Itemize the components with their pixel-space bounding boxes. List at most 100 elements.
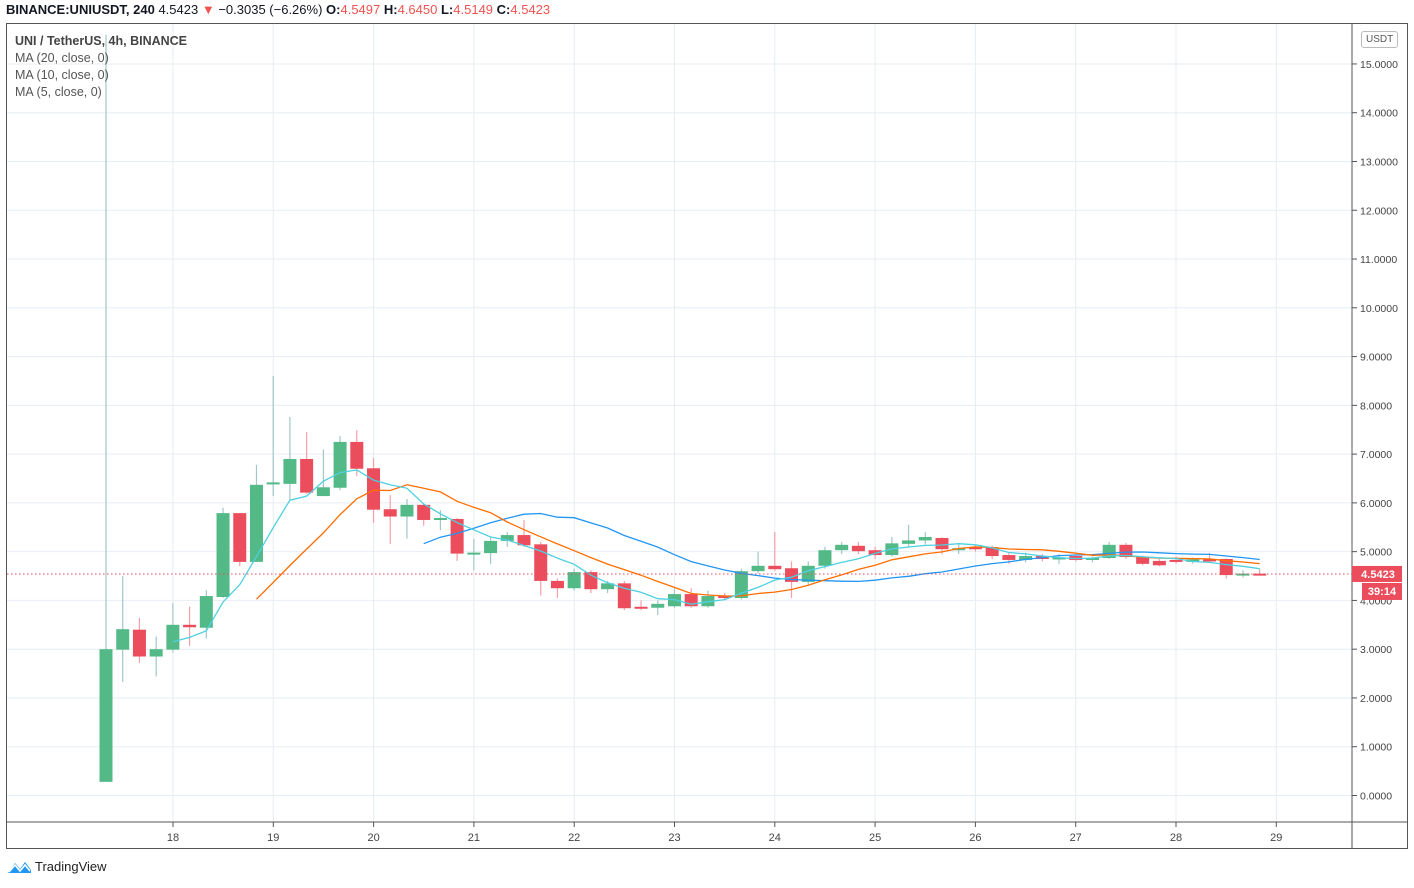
candle-down bbox=[1219, 558, 1233, 576]
candle-down bbox=[233, 513, 247, 562]
candle-down bbox=[1253, 573, 1267, 576]
x-tick-label: 27 bbox=[1070, 832, 1082, 844]
candle-up bbox=[433, 517, 447, 520]
candle-down bbox=[183, 624, 197, 628]
candle-up bbox=[1019, 556, 1033, 560]
candle-up bbox=[651, 603, 665, 608]
legend-ma20[interactable]: MA (20, close, 0) bbox=[15, 51, 109, 65]
candle-down bbox=[1136, 557, 1150, 564]
price-change: −0.3035 (−6.26%) bbox=[218, 2, 323, 17]
ma20-line bbox=[423, 512, 1260, 583]
y-tick-label: 9.0000 bbox=[1360, 352, 1392, 364]
candle-down bbox=[350, 441, 364, 469]
candle-down bbox=[1203, 559, 1217, 562]
low-label: L: bbox=[440, 2, 454, 17]
close-label: C: bbox=[496, 2, 511, 17]
candle-up bbox=[902, 540, 916, 544]
candle-down bbox=[517, 535, 531, 546]
high-value: 4.6450 bbox=[397, 2, 438, 17]
candle-up bbox=[199, 596, 213, 628]
candle-up bbox=[567, 572, 581, 589]
candle-down bbox=[132, 629, 146, 657]
candle-down bbox=[985, 547, 999, 557]
y-tick-label: 8.0000 bbox=[1360, 400, 1392, 412]
candle-up bbox=[818, 550, 832, 566]
close-value: 4.5423 bbox=[510, 2, 551, 17]
candle-up bbox=[1186, 559, 1200, 562]
symbol-label: BINANCE:UNIUSDT, 240 bbox=[6, 2, 155, 17]
candle-down bbox=[417, 504, 431, 520]
legend-ma5[interactable]: MA (5, close, 0) bbox=[15, 85, 102, 99]
ma5-line bbox=[172, 469, 1260, 643]
tradingview-logo[interactable]: TradingView bbox=[6, 858, 107, 874]
candle-up bbox=[1052, 557, 1066, 560]
tradingview-cloud-icon bbox=[8, 862, 31, 873]
y-tick-label: 11.0000 bbox=[1360, 254, 1397, 266]
candle-up bbox=[734, 571, 748, 598]
last-price-badge bbox=[1352, 565, 1402, 582]
countdown-badge bbox=[1362, 582, 1402, 600]
x-tick-label: 26 bbox=[969, 832, 981, 844]
candle-up bbox=[467, 552, 481, 555]
candle-up bbox=[333, 441, 347, 488]
countdown-label: 39:14 bbox=[1368, 586, 1397, 598]
candle-up bbox=[266, 482, 280, 485]
low-value: 4.5149 bbox=[453, 2, 494, 17]
candle-down bbox=[634, 606, 648, 609]
candle-up bbox=[166, 624, 180, 650]
x-tick-label: 19 bbox=[267, 832, 279, 844]
y-tick-label: 13.0000 bbox=[1360, 156, 1398, 168]
y-tick-label: 12.0000 bbox=[1360, 205, 1398, 217]
candle-down bbox=[450, 518, 464, 554]
currency-button[interactable]: USDT bbox=[1361, 31, 1399, 48]
x-tick-label: 25 bbox=[869, 832, 881, 844]
y-tick-label: 15.0000 bbox=[1360, 59, 1398, 71]
candle-up bbox=[1236, 573, 1250, 576]
x-tick-label: 21 bbox=[468, 832, 480, 844]
candle-up bbox=[149, 649, 163, 657]
ma10-line bbox=[256, 484, 1260, 600]
x-tick-label: 24 bbox=[769, 832, 781, 844]
brand-name: TradingView bbox=[35, 858, 107, 874]
triangle-down-icon: ▼ bbox=[201, 2, 215, 17]
candle-down bbox=[1119, 544, 1133, 558]
x-tick-label: 20 bbox=[367, 832, 379, 844]
chart-frame bbox=[6, 23, 1408, 849]
candle-up bbox=[116, 629, 130, 650]
candle-up bbox=[216, 513, 230, 598]
y-tick-label: 1.0000 bbox=[1360, 742, 1392, 754]
candle-down bbox=[534, 544, 548, 581]
candle-down bbox=[768, 565, 782, 570]
y-tick-label: 0.0000 bbox=[1360, 791, 1392, 803]
candle-down bbox=[1002, 555, 1016, 560]
candle-up bbox=[751, 565, 765, 572]
candle-down bbox=[968, 547, 982, 550]
y-tick-label: 14.0000 bbox=[1360, 108, 1398, 120]
candle-up bbox=[601, 583, 615, 590]
x-tick-label: 18 bbox=[167, 832, 179, 844]
y-tick-label: 5.0000 bbox=[1360, 547, 1392, 559]
candle-up bbox=[500, 535, 514, 541]
candle-up bbox=[99, 649, 113, 782]
candle-down bbox=[851, 545, 865, 552]
candle-down bbox=[1169, 559, 1183, 562]
legend-title: UNI / TetherUS, 4h, BINANCE bbox=[15, 34, 188, 48]
symbol-header: BINANCE:UNIUSDT, 240 4.5423 ▼ −0.3035 (−… bbox=[6, 2, 550, 17]
candle-up bbox=[316, 487, 330, 497]
candle-down bbox=[785, 568, 799, 582]
candle-down bbox=[1152, 560, 1166, 566]
x-tick-label: 22 bbox=[568, 832, 580, 844]
x-tick-label: 29 bbox=[1270, 832, 1282, 844]
candle-up bbox=[835, 544, 849, 551]
candle-up bbox=[918, 537, 932, 541]
x-tick-label: 23 bbox=[668, 832, 680, 844]
chart-legend: UNI / TetherUS, 4h, BINANCE MA (20, clos… bbox=[15, 33, 187, 101]
y-tick-label: 3.0000 bbox=[1360, 644, 1392, 656]
high-label: H: bbox=[383, 2, 398, 17]
candle-up bbox=[400, 504, 414, 517]
legend-ma10[interactable]: MA (10, close, 0) bbox=[15, 68, 109, 82]
candle-up bbox=[283, 458, 297, 484]
candle-down bbox=[935, 537, 949, 550]
last-price: 4.5423 bbox=[158, 2, 199, 17]
